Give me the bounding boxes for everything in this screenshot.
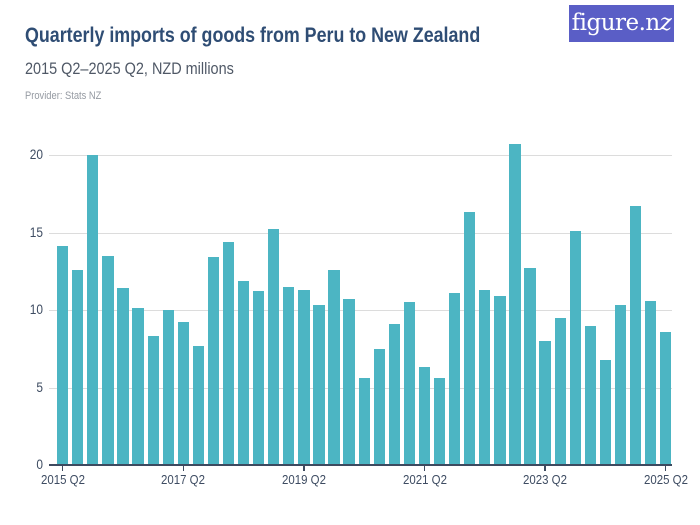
bar-2018-Q4 — [268, 229, 280, 465]
bar-2016-Q3 — [132, 308, 144, 465]
x-axis-label: 2017 Q2 — [161, 472, 206, 487]
bar-2017-Q3 — [192, 345, 205, 465]
bar-2015-Q4 — [87, 155, 99, 465]
bar-2020-Q2 — [358, 378, 370, 465]
y-axis-label: 10 — [29, 302, 43, 317]
bar-2017-Q4 — [207, 257, 220, 465]
bar-2024-Q2 — [599, 359, 612, 465]
bar-2022-Q2 — [479, 289, 491, 465]
x-axis-label: 2015 Q2 — [40, 472, 85, 487]
bar-2025-Q1 — [644, 300, 657, 465]
y-axis-label: 5 — [36, 379, 43, 395]
logo-text: figure.n — [571, 10, 661, 36]
bar-2022-Q1 — [464, 212, 476, 465]
logo-text-z: z — [659, 10, 672, 36]
y-axis-label: 15 — [29, 224, 43, 240]
bar-2023-Q1 — [524, 268, 536, 465]
bar-2020-Q3 — [373, 348, 385, 465]
figure-nz-logo[interactable]: figure.nz — [569, 5, 674, 42]
provider-attribution: Provider: Stats NZ — [25, 90, 102, 102]
bar-2023-Q4 — [569, 230, 581, 465]
page-title: Quarterly imports of goods from Peru to … — [25, 24, 481, 47]
x-axis-label: 2025 Q2 — [643, 472, 688, 487]
bar-2019-Q4 — [328, 269, 340, 465]
bar-2021-Q1 — [403, 302, 416, 465]
bar-2022-Q3 — [494, 296, 506, 465]
bar-2018-Q2 — [237, 280, 250, 465]
chart-subtitle: 2015 Q2–2025 Q2, NZD millions — [25, 59, 234, 78]
bar-2016-Q1 — [102, 255, 114, 465]
bar-2020-Q1 — [343, 299, 355, 465]
bar-2023-Q3 — [554, 317, 566, 465]
bar-2019-Q1 — [283, 286, 295, 465]
gridline-10 — [49, 310, 672, 311]
bar-2024-Q4 — [629, 206, 642, 465]
gridline-20 — [49, 155, 672, 156]
bar-2018-Q1 — [222, 241, 235, 465]
bar-2020-Q4 — [388, 323, 400, 465]
x-axis-label: 2019 Q2 — [281, 472, 326, 487]
x-axis-tick — [182, 465, 185, 471]
bar-2017-Q1 — [162, 310, 174, 465]
bar-2016-Q4 — [147, 336, 159, 465]
bar-2021-Q3 — [433, 378, 446, 465]
x-axis-tick — [303, 465, 305, 471]
x-axis-tick — [61, 465, 64, 471]
x-axis-label: 2023 Q2 — [523, 472, 568, 487]
y-axis-label: 20 — [29, 147, 43, 162]
bar-2025-Q2 — [660, 331, 672, 465]
bar-2024-Q3 — [614, 305, 627, 465]
bar-2017-Q2 — [177, 322, 189, 465]
bar-2019-Q2 — [298, 289, 310, 465]
bar-2015-Q3 — [72, 269, 84, 465]
bar-2024-Q1 — [584, 325, 596, 465]
bar-2023-Q2 — [539, 341, 551, 465]
x-axis-line — [49, 464, 672, 466]
x-axis-tick — [664, 465, 667, 471]
y-axis-label: 0 — [36, 457, 43, 472]
x-axis-tick — [423, 465, 426, 471]
bar-2018-Q3 — [253, 291, 265, 465]
bar-2021-Q2 — [418, 367, 431, 465]
bar-2016-Q2 — [117, 288, 129, 465]
x-axis-tick — [544, 465, 546, 471]
gridline-15 — [49, 232, 672, 234]
bar-2019-Q3 — [313, 305, 325, 465]
bar-2022-Q4 — [509, 144, 521, 465]
bar-2021-Q4 — [449, 292, 461, 465]
bar-2015-Q2 — [57, 246, 69, 465]
x-axis-label: 2021 Q2 — [402, 472, 447, 487]
